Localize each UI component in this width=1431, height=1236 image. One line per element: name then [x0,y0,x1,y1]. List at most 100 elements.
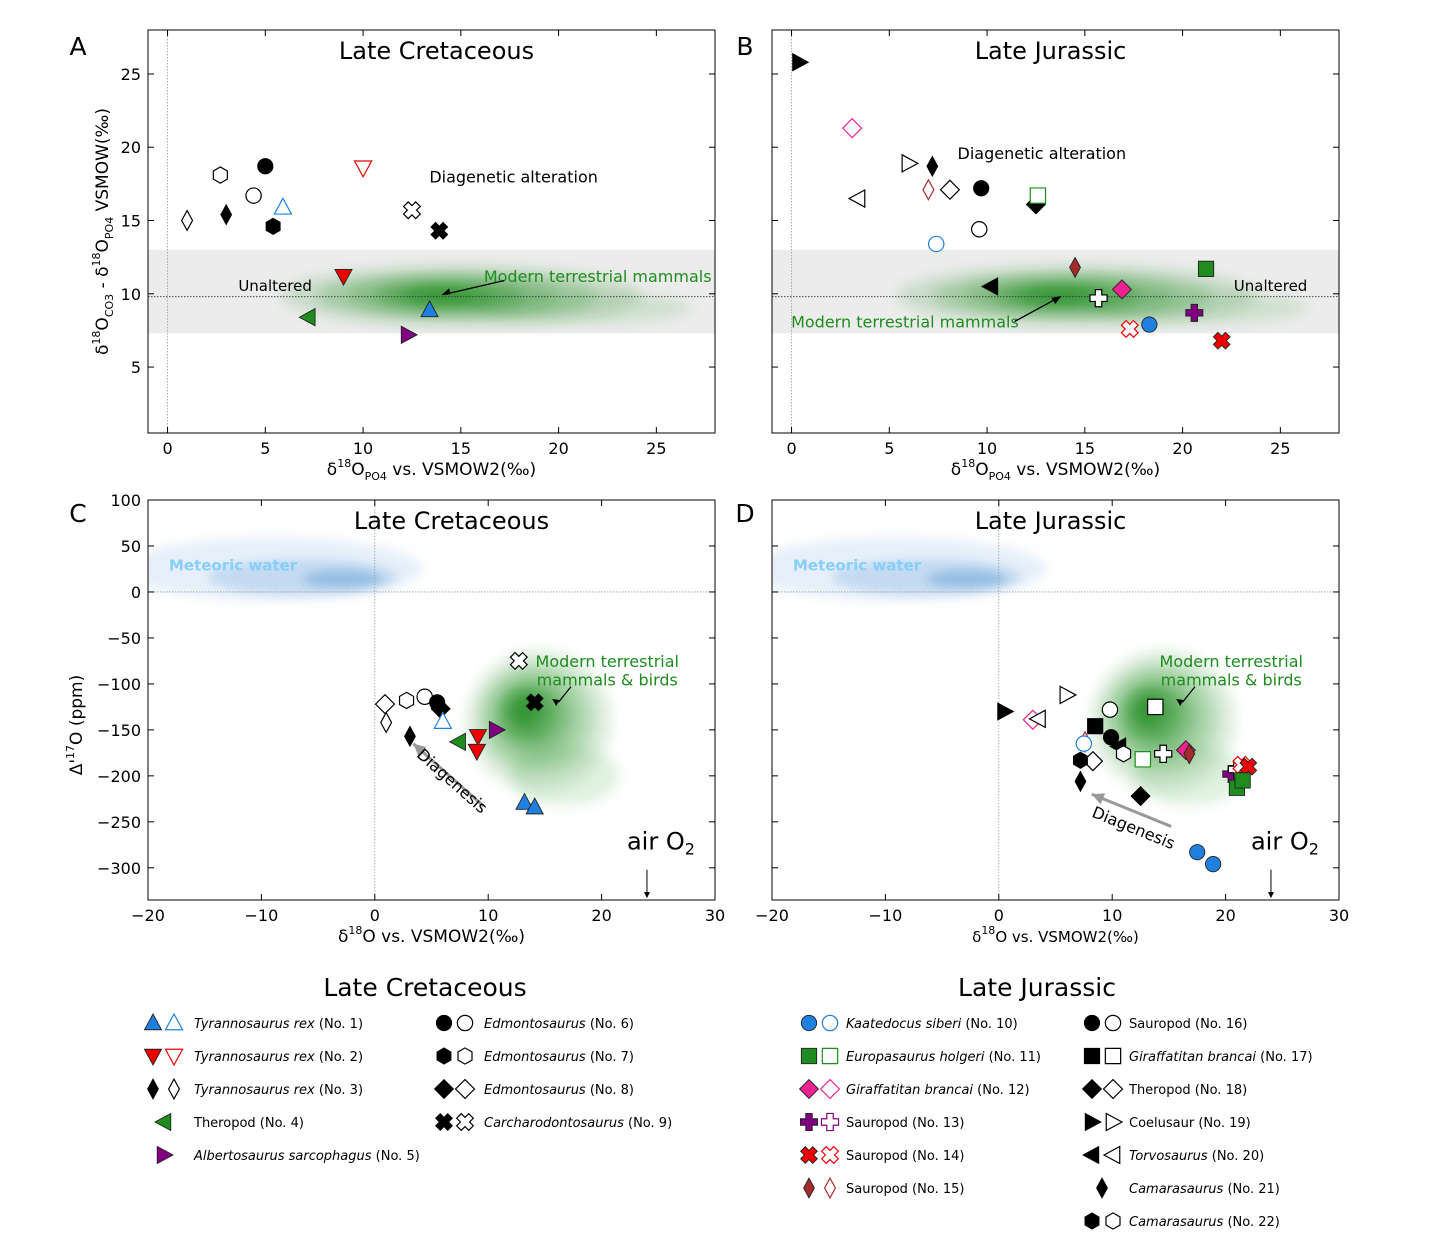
data-point [1029,187,1047,204]
x-tick-label: 20 [1172,439,1192,458]
data-point [997,702,1015,721]
diagenesis-arrow [1091,792,1172,828]
panel-a-chart: Diagenetic alteration Unaltered Modern ter… [69,29,716,483]
legend-marker-filled [1083,1047,1101,1065]
data-point [1183,742,1196,765]
x-tick-label: 10 [1102,906,1122,925]
data-point [1154,744,1173,763]
meteoric-water-density [148,536,423,601]
legend-item: Sauropod (No. 14) [800,1145,964,1165]
axes-frame [147,499,716,901]
annotation-arrowhead [552,698,560,706]
legend-label: Sauropod (No. 16) [1129,1017,1247,1032]
data-point [488,720,507,740]
legend-marker-filled [800,1047,818,1065]
data-point [1134,751,1152,768]
legend-label: Carcharodontosaurus (No. 9) [484,1116,672,1131]
legend-item: Sauropod (No. 16) [1083,1014,1247,1032]
data-point [509,651,529,671]
x-tick-label: 20 [591,906,611,925]
legend-marker-filled [803,1177,815,1199]
legend-marker-filled [1082,1145,1100,1165]
data-point [245,187,262,204]
annotation-arrow [1182,686,1196,703]
panel-letter: C [69,499,86,528]
x-tick-label: 5 [260,439,270,458]
annotation-arrow [558,686,572,703]
legend-marker-filled [156,1145,174,1165]
data-point [468,729,488,747]
air-o2-arrowhead [643,892,650,899]
x-axis-label: δ18OPO4 vs. VSMOW2(‰) [951,457,1160,483]
x-tick-label: 5 [884,439,894,458]
data-point [181,209,194,232]
x-tick-label: 0 [994,906,1004,925]
y-tick-label: 15 [121,212,141,231]
legend-marker-open [164,1012,184,1031]
data-point [1111,279,1133,300]
legend-item: Camarasaurus (No. 22) [1084,1212,1280,1230]
y-tick-label: −250 [97,813,141,832]
x-tick-label: 30 [1329,906,1349,925]
legend-item: Albertosaurus sarcophagus (No. 5) [156,1145,420,1165]
y-tick-label: 10 [121,285,141,304]
y-tick-label: 50 [121,537,141,556]
legend-marker-filled [798,1078,820,1100]
legend-label: Kaatedocus siberi (No. 10) [846,1017,1018,1032]
legend-item: Sauropod (No. 15) [803,1176,964,1200]
data-point [433,711,453,729]
data-point [467,743,487,761]
chart-title: Late Jurassic [975,507,1127,535]
axes-frame [771,29,1340,434]
data-point [398,691,415,710]
annotation-modern: Modern terrestrial mammals [484,267,712,286]
legend-label: Edmontosaurus (No. 8) [484,1083,634,1098]
x-tick-label: 15 [451,439,471,458]
data-point [847,188,866,209]
legend-marker-filled [800,1113,818,1131]
data-point [1205,856,1222,873]
panel-c-chart: Meteoric water Modern terrestrialmammals … [64,491,725,947]
data-point [1089,289,1108,308]
legend-label: Torvosaurus (No. 20) [1129,1149,1264,1164]
data-point [1075,735,1093,752]
legend-label: Tyrannosaurus rex (No. 2) [194,1050,363,1065]
x-tick-label: 0 [786,439,796,458]
annotation-air-o2: air O2 [1251,827,1319,858]
data-point [298,307,316,327]
legend-marker-open [1102,1145,1121,1165]
diagenesis-arrow [412,742,485,808]
legend-marker-filled [143,1048,163,1066]
legend-marker-open [1104,1014,1122,1032]
x-axis-label: δ18OPO4 vs. VSMOW2(‰) [327,457,536,483]
x-tick-label: 0 [162,439,172,458]
data-point [1234,772,1251,789]
plot-area-b [772,30,1339,433]
legend-marker-open [1104,1047,1122,1065]
x-tick-label: 15 [1075,439,1095,458]
annotation-arrowhead [1176,698,1184,706]
x-axis-label: δ18O vs. VSMOW2(‰) [338,924,525,947]
annotation-arrow [446,279,504,295]
data-point [1130,786,1151,807]
air-o2-arrowhead [1267,892,1274,899]
legend-label: Sauropod (No. 15) [846,1182,964,1197]
data-point [922,178,935,201]
data-point [380,711,393,734]
legend-marker-filled [1084,1112,1102,1132]
legend-item: Carcharodontosaurus (No. 9) [435,1112,672,1132]
annotation-meteoric: Meteoric water [169,556,298,574]
legend-marker-filled [1084,1212,1100,1230]
legend-item: Edmontosaurus (No. 8) [433,1078,634,1100]
legend-marker-open [821,1047,839,1065]
data-point [265,217,281,235]
data-point [1189,844,1206,861]
plot-area-d [772,500,1339,900]
data-point [973,180,990,197]
x-tick-label: 10 [977,439,997,458]
data-point [1120,319,1139,339]
legend-marker-open [164,1048,184,1067]
annotation-modern-line2: mammals & birds [537,670,678,689]
plot-area-c [148,500,715,900]
